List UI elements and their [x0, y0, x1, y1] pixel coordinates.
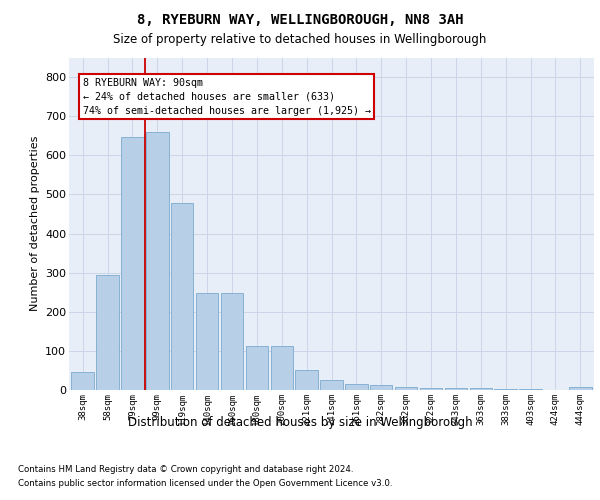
Bar	[71, 372, 94, 390]
Bar	[395, 387, 418, 390]
Bar	[196, 293, 218, 390]
Bar	[221, 293, 243, 390]
Bar	[97, 276, 119, 390]
Bar	[171, 204, 193, 390]
Text: 8, RYEBURN WAY, WELLINGBOROUGH, NN8 3AH: 8, RYEBURN WAY, WELLINGBOROUGH, NN8 3AH	[137, 12, 463, 26]
Text: 8 RYEBURN WAY: 90sqm
← 24% of detached houses are smaller (633)
74% of semi-deta: 8 RYEBURN WAY: 90sqm ← 24% of detached h…	[83, 78, 371, 116]
Bar	[569, 387, 592, 390]
Bar	[520, 389, 542, 390]
Bar	[494, 389, 517, 390]
Text: Contains public sector information licensed under the Open Government Licence v3: Contains public sector information licen…	[18, 480, 392, 488]
Bar	[245, 346, 268, 390]
Bar	[445, 388, 467, 390]
Y-axis label: Number of detached properties: Number of detached properties	[29, 136, 40, 312]
Bar	[295, 370, 318, 390]
Text: Distribution of detached houses by size in Wellingborough: Distribution of detached houses by size …	[128, 416, 472, 429]
Bar	[146, 132, 169, 390]
Bar	[320, 380, 343, 390]
Bar	[121, 136, 143, 390]
Text: Contains HM Land Registry data © Crown copyright and database right 2024.: Contains HM Land Registry data © Crown c…	[18, 464, 353, 473]
Bar	[470, 388, 492, 390]
Bar	[271, 346, 293, 390]
Bar	[420, 388, 442, 390]
Bar	[345, 384, 368, 390]
Text: Size of property relative to detached houses in Wellingborough: Size of property relative to detached ho…	[113, 32, 487, 46]
Bar	[370, 384, 392, 390]
